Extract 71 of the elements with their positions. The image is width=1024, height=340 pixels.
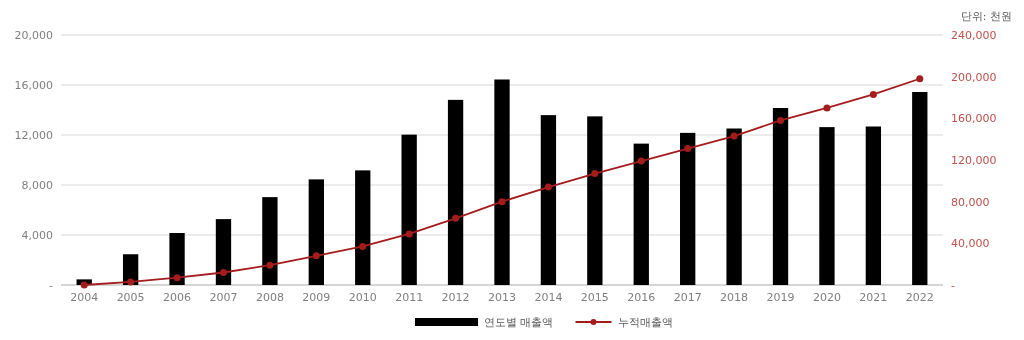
x-tick-label: 2019: [766, 291, 795, 304]
point: [266, 261, 274, 269]
y-tick-label: 16,000: [14, 79, 53, 92]
bar: [262, 197, 278, 285]
x-tick-label: 2022: [905, 291, 934, 304]
x-tick-label: 2018: [720, 291, 749, 304]
point: [452, 214, 460, 222]
point: [591, 170, 599, 178]
point: [777, 116, 785, 124]
point: [869, 90, 877, 98]
bar: [447, 99, 464, 285]
bar: [680, 132, 696, 285]
y2-tick-label: -: [951, 279, 955, 292]
x-tick-label: 2014: [534, 291, 563, 304]
x-tick-label: 2007: [209, 291, 238, 304]
x-tick-label: 2017: [673, 291, 702, 304]
bar: [308, 179, 324, 285]
point: [127, 278, 135, 286]
x-tick-label: 2016: [627, 291, 656, 304]
x-tick-label: 2011: [395, 291, 424, 304]
point: [823, 104, 831, 112]
bar: [494, 79, 510, 285]
x-tick-label: 2020: [812, 291, 841, 304]
y2-tick-label: 120,000: [951, 154, 997, 167]
x-tick-label: 2004: [70, 291, 99, 304]
y2-axis-title: 단위: 천원: [960, 10, 1012, 23]
point: [173, 274, 181, 282]
y-tick-label: -: [49, 279, 54, 292]
bar: [215, 219, 232, 285]
x-tick-label: 2013: [488, 291, 516, 304]
y-tick-label: 4,000: [21, 229, 53, 242]
bar: [169, 233, 185, 285]
x-tick-label: 2012: [441, 291, 470, 304]
bar: [726, 128, 742, 285]
bar: [401, 134, 417, 285]
point: [637, 157, 645, 165]
legend: 연도별 매출액 누적매출액: [415, 316, 673, 329]
x-tick-label: 2008: [255, 291, 284, 304]
legend-label: 누적매출액: [617, 316, 673, 329]
y-tick-label: 20,000: [14, 29, 53, 42]
y-tick-label: 12,000: [14, 129, 53, 142]
x-tick-label: 2006: [163, 291, 192, 304]
bar: [355, 170, 371, 285]
y2-tick-label: 160,000: [951, 112, 997, 126]
point: [730, 132, 738, 140]
bar: [912, 92, 928, 285]
point: [80, 281, 88, 289]
point: [544, 183, 552, 191]
x-tick-label: 2010: [348, 291, 377, 304]
point: [684, 145, 692, 153]
bar: [772, 108, 789, 285]
x-tick-label: 2015: [580, 291, 609, 304]
y2-tick-label: 80,000: [951, 195, 990, 209]
point: [916, 75, 924, 83]
bar: [819, 127, 835, 285]
bar: [865, 126, 882, 285]
bar: [587, 116, 603, 285]
x-tick-label: 2005: [116, 291, 145, 304]
bar: [633, 143, 649, 285]
y2-tick-label: 40,000: [951, 237, 990, 251]
bar: [540, 115, 557, 285]
point: [498, 198, 506, 206]
point: [219, 269, 227, 276]
x-tick-label: 2009: [302, 291, 331, 304]
y-tick-label: 8,000: [21, 179, 53, 192]
point: [312, 252, 320, 260]
point: [359, 242, 367, 250]
y2-tick-label: 200,000: [951, 70, 997, 84]
x-tick-label: 2021: [859, 291, 888, 304]
y2-tick-label: 240,000: [951, 29, 997, 42]
point: [405, 230, 413, 238]
